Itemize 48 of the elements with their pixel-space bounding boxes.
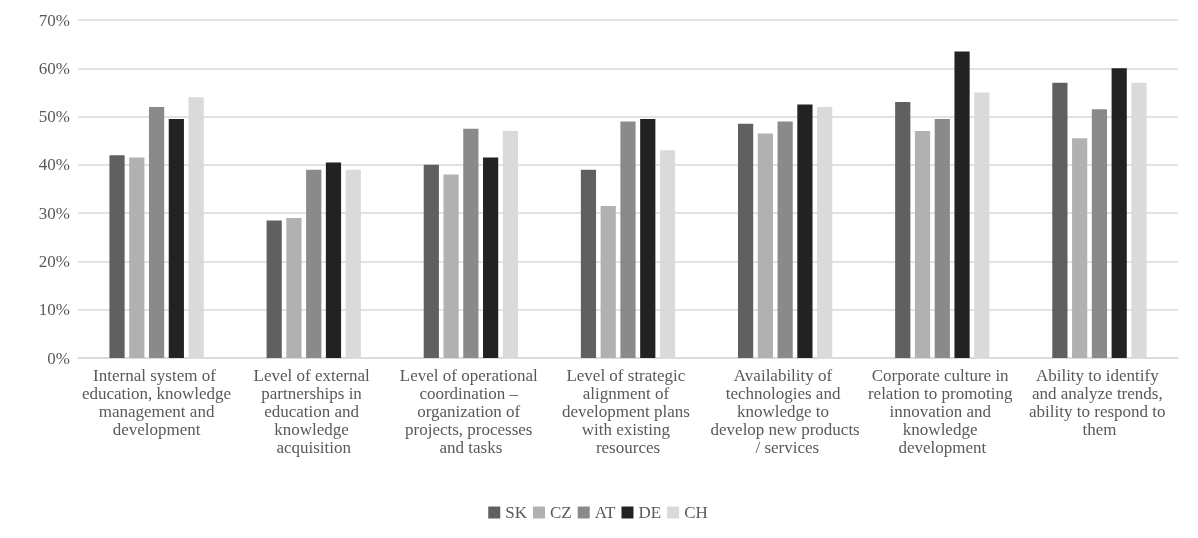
bar (757, 133, 773, 358)
x-tick-label: Level of external partnerships in education and knowledge acquisition (253, 365, 374, 457)
y-tick-label: 70% (38, 10, 70, 30)
bar (640, 118, 656, 358)
bar (934, 118, 950, 358)
y-tick-label: 40% (38, 155, 70, 175)
bar (423, 164, 439, 358)
bar (580, 169, 597, 358)
legend-label: DE (638, 503, 662, 522)
y-tick-label: 50% (38, 107, 70, 127)
bar (266, 220, 282, 358)
bar (1052, 82, 1068, 358)
bar (109, 155, 125, 358)
y-tick-label: 10% (38, 300, 70, 320)
bar (443, 174, 459, 358)
bar (306, 169, 322, 358)
bar (895, 102, 911, 358)
legend-label: SK (505, 503, 528, 522)
bar (483, 157, 499, 358)
bar (325, 162, 342, 358)
bar (797, 104, 813, 358)
bar (1111, 68, 1127, 358)
x-tick-label: Ability to identify and analyze trends, ability to respond to them (1029, 365, 1170, 439)
bar (620, 121, 636, 358)
bar (148, 106, 165, 358)
x-tick-label: Corporate culture in relation to promoting innovation and knowledge development (867, 365, 1017, 457)
bar (954, 51, 970, 358)
bar (1072, 138, 1088, 358)
x-tick-label: Level of operational coordination – organization of projects, processes and tasks (399, 365, 542, 457)
x-tick-label: Availability of technologies and knowledge to develop new products / services (710, 365, 860, 457)
x-tick-label: Internal system of education, knowledge management and development (81, 365, 232, 439)
y-tick-label: 30% (38, 203, 70, 223)
bar (168, 118, 184, 358)
legend-label: CH (684, 503, 708, 522)
bar (286, 217, 302, 358)
bar (463, 128, 479, 358)
y-tick-label: 0% (47, 348, 70, 368)
bar (600, 205, 616, 358)
y-tick-label: 20% (38, 251, 70, 271)
y-tick-label: 60% (38, 58, 70, 78)
bar (129, 157, 145, 358)
bar (738, 123, 754, 358)
bar (777, 121, 793, 358)
bar (914, 131, 931, 358)
bar (1091, 109, 1108, 358)
legend-label: AT (594, 503, 617, 522)
x-tick-label: Level of strategic alignment of development plans with existing resources (561, 365, 695, 457)
legend-label: CZ (549, 503, 572, 522)
